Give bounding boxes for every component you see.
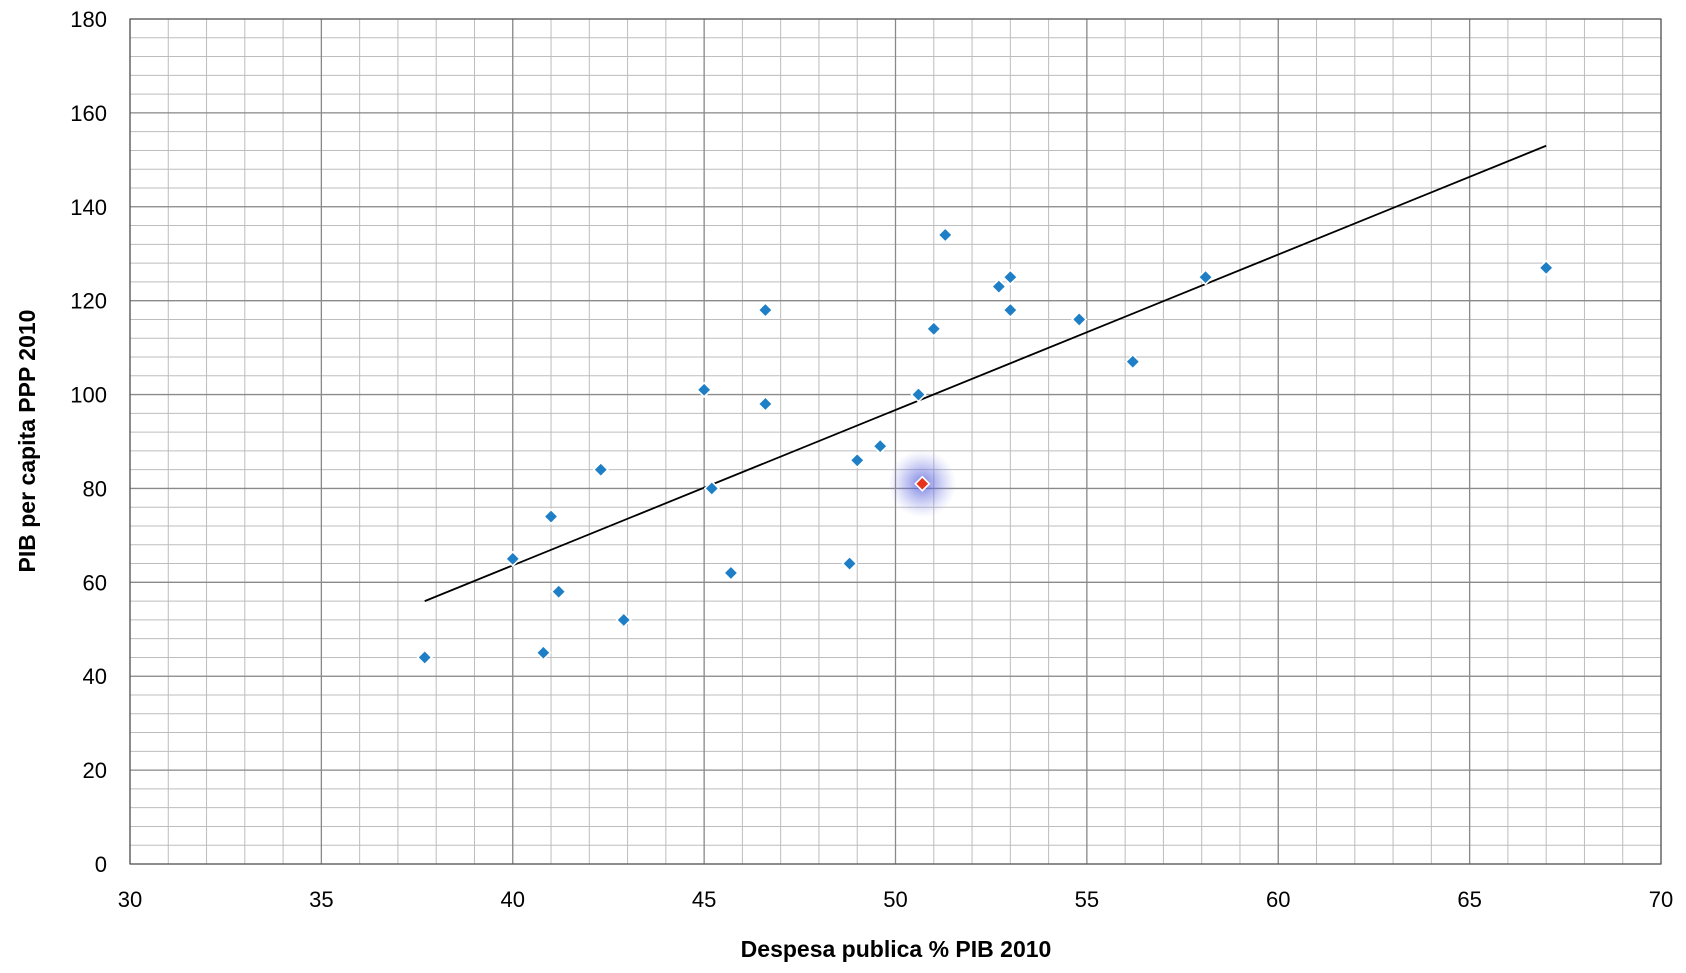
x-tick-label: 35	[309, 887, 333, 912]
y-tick-label: 60	[83, 570, 107, 595]
data-point	[504, 550, 521, 567]
x-tick-label: 40	[501, 887, 525, 912]
data-point	[1124, 353, 1141, 370]
data-point	[615, 611, 632, 629]
data-point	[542, 508, 560, 525]
y-tick-label: 20	[83, 758, 107, 783]
data-points	[416, 226, 1555, 666]
data-point	[757, 395, 774, 413]
y-tick-label: 180	[70, 7, 107, 32]
data-point	[535, 644, 552, 661]
data-point	[695, 381, 713, 398]
data-point	[1002, 301, 1019, 319]
x-tick-label: 45	[692, 887, 716, 912]
y-tick-label: 100	[70, 383, 107, 408]
x-tick-label: 65	[1457, 887, 1481, 912]
data-point	[1002, 269, 1019, 286]
data-point	[703, 480, 720, 497]
y-tick-label: 80	[83, 476, 107, 501]
trendline	[424, 144, 1547, 602]
data-point	[550, 583, 567, 600]
y-tick-labels: 0 20 40 60 80 100 120 140 160 180	[70, 7, 107, 877]
data-point	[416, 649, 433, 666]
y-tick-label: 140	[70, 195, 107, 220]
data-point	[1071, 311, 1088, 328]
data-point	[910, 386, 927, 403]
data-point	[592, 461, 609, 478]
x-tick-label: 60	[1266, 887, 1290, 912]
y-tick-label: 0	[95, 852, 107, 877]
y-tick-label: 120	[70, 289, 107, 314]
data-point	[722, 564, 740, 582]
y-tick-label: 40	[83, 664, 107, 689]
x-tick-label: 50	[883, 887, 907, 912]
x-tick-label: 70	[1649, 887, 1673, 912]
trendline-segment	[424, 144, 1547, 602]
x-tick-labels: 30 35 40 45 50 55 60 65 70	[118, 887, 1673, 912]
plot-frame	[129, 18, 1662, 865]
data-point	[757, 301, 774, 319]
x-tick-label: 30	[118, 887, 142, 912]
data-point	[990, 278, 1007, 295]
y-tick-label: 160	[70, 101, 107, 126]
data-point	[841, 555, 858, 572]
data-point	[849, 452, 866, 469]
highlighted-data-point	[914, 475, 931, 492]
data-point	[1538, 259, 1555, 276]
x-axis-title: Despesa publica % PIB 2010	[741, 936, 1052, 962]
data-point	[1197, 269, 1214, 286]
data-point	[872, 438, 889, 455]
data-point	[925, 320, 942, 337]
x-tick-label: 55	[1075, 887, 1099, 912]
data-point	[937, 226, 954, 244]
y-axis-title: PIB per capita PPP 2010	[14, 310, 40, 573]
